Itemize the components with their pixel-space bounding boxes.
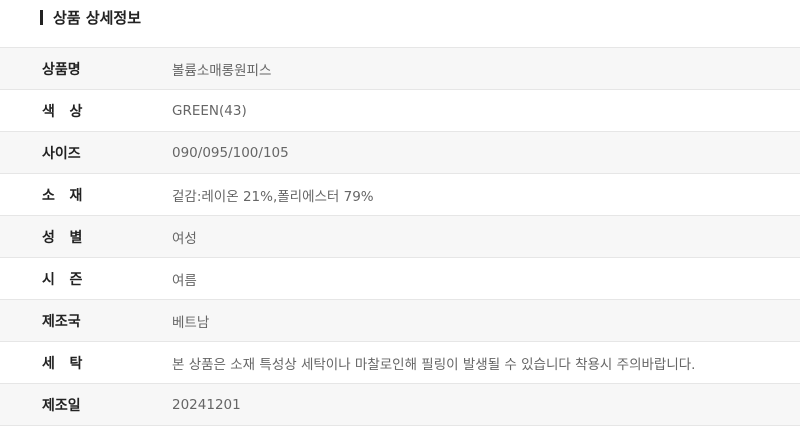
row-label: 사이즈 <box>42 145 81 162</box>
table-row-season: 시 즌 여름 <box>0 258 800 300</box>
row-value: 090/095/100/105 <box>172 144 289 161</box>
row-value: GREEN(43) <box>172 102 247 119</box>
row-label: 성 별 <box>42 229 83 246</box>
row-label: 시 즌 <box>42 271 83 288</box>
table-row-washing: 세 탁 본 상품은 소재 특성상 세탁이나 마찰로인해 필링이 발생될 수 있습니… <box>0 342 800 384</box>
section-title-text: 상품 상세정보 <box>53 8 142 27</box>
row-value: 여성 <box>172 230 197 247</box>
product-detail-table: 상품명 볼륨소매롱원피스 색 상 GREEN(43) 사이즈 090/095/100/… <box>0 47 800 426</box>
table-row-origin: 제조국 베트남 <box>0 300 800 342</box>
row-label: 상품명 <box>42 61 81 78</box>
row-label: 소 재 <box>42 187 83 204</box>
row-label: 세 탁 <box>42 355 83 372</box>
table-row-size: 사이즈 090/095/100/105 <box>0 132 800 174</box>
table-row-color: 색 상 GREEN(43) <box>0 90 800 132</box>
row-label: 제조일 <box>42 397 81 414</box>
row-value: 베트남 <box>172 314 210 331</box>
row-value: 본 상품은 소재 특성상 세탁이나 마찰로인해 필링이 발생될 수 있습니다 착… <box>172 356 696 373</box>
table-row-product-name: 상품명 볼륨소매롱원피스 <box>0 48 800 90</box>
row-value: 여름 <box>172 272 197 289</box>
table-row-gender: 성 별 여성 <box>0 216 800 258</box>
row-value: 20241201 <box>172 396 241 413</box>
section-title: 상품 상세정보 <box>40 6 141 28</box>
row-label: 제조국 <box>42 313 81 330</box>
table-row-material: 소 재 겉감:레이온 21%,폴리에스터 79% <box>0 174 800 216</box>
row-label: 색 상 <box>42 103 83 120</box>
title-bar-marker <box>40 9 43 25</box>
table-row-manufacture-date: 제조일 20241201 <box>0 384 800 426</box>
row-value: 볼륨소매롱원피스 <box>172 62 272 79</box>
row-value: 겉감:레이온 21%,폴리에스터 79% <box>172 188 374 205</box>
